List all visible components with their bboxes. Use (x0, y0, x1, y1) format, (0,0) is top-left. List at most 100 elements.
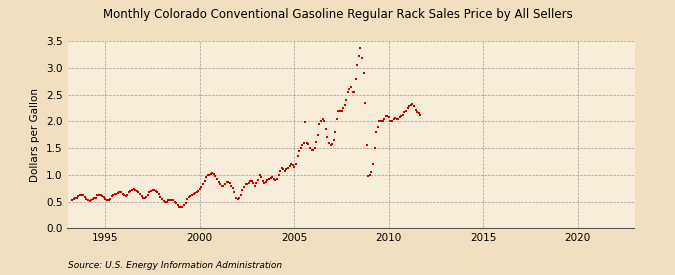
Point (196, 184, 207, 189)
Point (385, 119, 396, 123)
Point (290, 162, 301, 166)
Point (377, 119, 388, 123)
Point (412, 109, 423, 114)
Point (141, 195, 152, 199)
Point (76, 192, 87, 197)
Point (379, 117, 389, 121)
Point (94, 193, 105, 197)
Point (393, 117, 404, 121)
Point (227, 185, 238, 190)
Point (401, 109, 412, 113)
Point (328, 138, 339, 142)
Point (319, 119, 329, 123)
Point (297, 143, 308, 148)
Point (108, 193, 119, 197)
Point (399, 110, 410, 114)
Point (106, 194, 117, 198)
Point (358, 71, 369, 76)
Point (380, 114, 391, 118)
Point (166, 198, 177, 202)
Point (352, 63, 362, 67)
Point (151, 189, 161, 193)
Point (190, 191, 200, 195)
Point (72, 196, 82, 200)
Point (117, 191, 128, 196)
Point (278, 167, 289, 172)
Point (202, 173, 213, 178)
Point (80, 195, 90, 199)
Point (90, 196, 101, 200)
Point (364, 173, 375, 177)
Point (95, 193, 106, 197)
Point (212, 177, 223, 181)
Point (215, 182, 225, 186)
Point (125, 189, 136, 193)
Point (347, 90, 358, 94)
Point (169, 199, 180, 204)
Point (294, 148, 304, 153)
Point (300, 120, 310, 125)
Point (229, 190, 240, 194)
Point (158, 199, 169, 203)
Point (383, 115, 394, 119)
Point (289, 165, 300, 169)
Point (198, 182, 209, 186)
Point (259, 181, 270, 186)
Point (369, 146, 380, 150)
Point (236, 193, 246, 197)
Point (124, 190, 134, 195)
Point (209, 172, 219, 176)
Point (155, 194, 166, 199)
Point (226, 183, 237, 188)
Point (188, 192, 199, 196)
Point (321, 127, 331, 132)
Point (130, 188, 140, 192)
Point (68, 197, 79, 201)
Point (119, 193, 130, 197)
Point (185, 194, 196, 198)
Point (232, 197, 243, 201)
Point (388, 117, 399, 121)
Point (223, 180, 234, 185)
Point (413, 111, 424, 116)
Point (234, 196, 244, 200)
Point (177, 205, 188, 209)
Point (199, 178, 210, 183)
Point (224, 181, 235, 186)
Text: Monthly Colorado Conventional Gasoline Regular Rack Sales Price by All Sellers: Monthly Colorado Conventional Gasoline R… (103, 8, 572, 21)
Point (205, 172, 216, 176)
Point (115, 190, 126, 195)
Point (148, 188, 159, 192)
Point (363, 174, 374, 178)
Point (139, 196, 150, 200)
Point (336, 109, 347, 113)
Point (171, 200, 182, 205)
Point (153, 192, 164, 196)
Point (184, 195, 194, 199)
Point (270, 178, 281, 182)
Point (134, 192, 145, 196)
Point (210, 174, 221, 178)
Point (257, 179, 268, 183)
Point (128, 187, 139, 191)
Point (344, 87, 355, 92)
Point (254, 173, 265, 177)
Point (120, 193, 131, 198)
Point (67, 198, 78, 202)
Point (382, 114, 393, 118)
Point (160, 199, 171, 204)
Point (246, 179, 257, 183)
Point (298, 141, 309, 145)
Point (252, 178, 263, 182)
Point (410, 108, 421, 112)
Point (373, 125, 383, 129)
Point (73, 194, 84, 198)
Point (218, 184, 229, 188)
Point (113, 191, 124, 195)
Point (82, 198, 93, 203)
Point (374, 119, 385, 123)
Point (396, 114, 407, 118)
Point (366, 170, 377, 174)
Point (165, 198, 176, 202)
Point (333, 109, 344, 113)
